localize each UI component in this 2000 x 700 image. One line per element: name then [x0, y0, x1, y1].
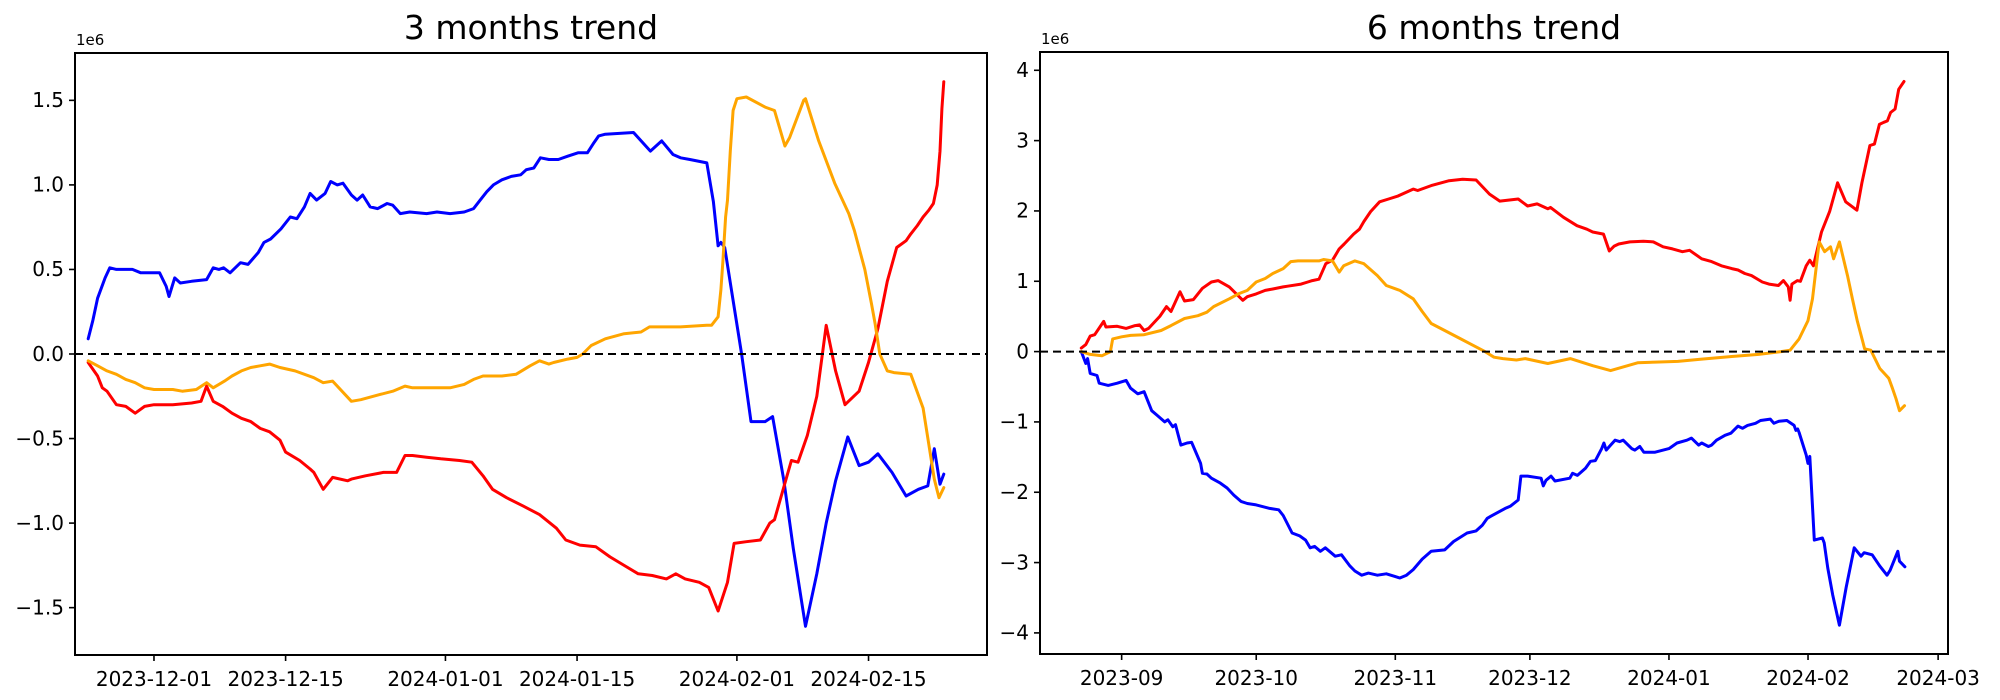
x-tick-label: 2023-12 [1488, 666, 1572, 690]
series-line-red [86, 80, 946, 613]
series-line-red [1079, 80, 1906, 350]
x-tick-label: 2024-03 [1896, 666, 1980, 690]
y-tick-label: −1 [1000, 410, 1029, 434]
x-tick-label: 2023-12-01 [96, 667, 212, 691]
x-tick-label: 2023-10 [1214, 666, 1298, 690]
y-tick-label: 0 [1016, 339, 1029, 363]
y-tick-label: 3 [1016, 128, 1029, 152]
x-tick-label: 2023-11 [1354, 666, 1438, 690]
series-line-orange [1079, 240, 1906, 413]
y-tick-label: −4 [1000, 621, 1029, 645]
x-tick-label: 2024-01-15 [519, 667, 635, 691]
series-line-blue [1079, 350, 1907, 627]
y-tick-label: 1.0 [32, 173, 64, 197]
x-tick-label: 2023-12-15 [227, 667, 343, 691]
series-line-blue [86, 131, 946, 628]
y-tick-label: 0.5 [32, 257, 64, 281]
series-line-orange [86, 95, 946, 500]
plot-border [74, 52, 988, 656]
y-tick-label: 1.5 [32, 88, 64, 112]
x-tick-label: 2024-02 [1766, 666, 1850, 690]
y-tick-label: −1.0 [15, 511, 64, 535]
x-tick-label: 2024-02-15 [810, 667, 926, 691]
y-tick-label: 4 [1016, 58, 1029, 82]
y-tick-label: −0.5 [15, 426, 64, 450]
x-tick-label: 2023-09 [1080, 666, 1164, 690]
axis-offset-label: 1e6 [1041, 30, 1069, 48]
axes-1: 4 3 2 1 0 −1 −2 −3 −4 2023-09 2023-10 2023-11 2023-1… [1000, 30, 1980, 690]
y-tick-label: −1.5 [15, 595, 64, 619]
chart-title-6-months: 6 months trend [1366, 8, 1622, 47]
x-tick-label: 2024-02-01 [679, 667, 795, 691]
y-tick-label: −3 [1000, 550, 1029, 574]
y-tick-label: −2 [1000, 480, 1029, 504]
x-tick-label: 2024-01 [1627, 666, 1711, 690]
chart-title-3-months: 3 months trend [403, 8, 659, 47]
x-tick-label: 2024-01-01 [387, 667, 503, 691]
axes-0: 1.5 1.0 0.5 0.0 −0.5 −1.0 −1.5 2023-12-01 2023-1… [15, 31, 988, 691]
y-tick-label: 2 [1016, 199, 1029, 223]
y-tick-label: 0.0 [32, 342, 64, 366]
plot-border [1039, 51, 1949, 655]
y-tick-label: 1 [1016, 269, 1029, 293]
axis-offset-label: 1e6 [76, 31, 104, 49]
